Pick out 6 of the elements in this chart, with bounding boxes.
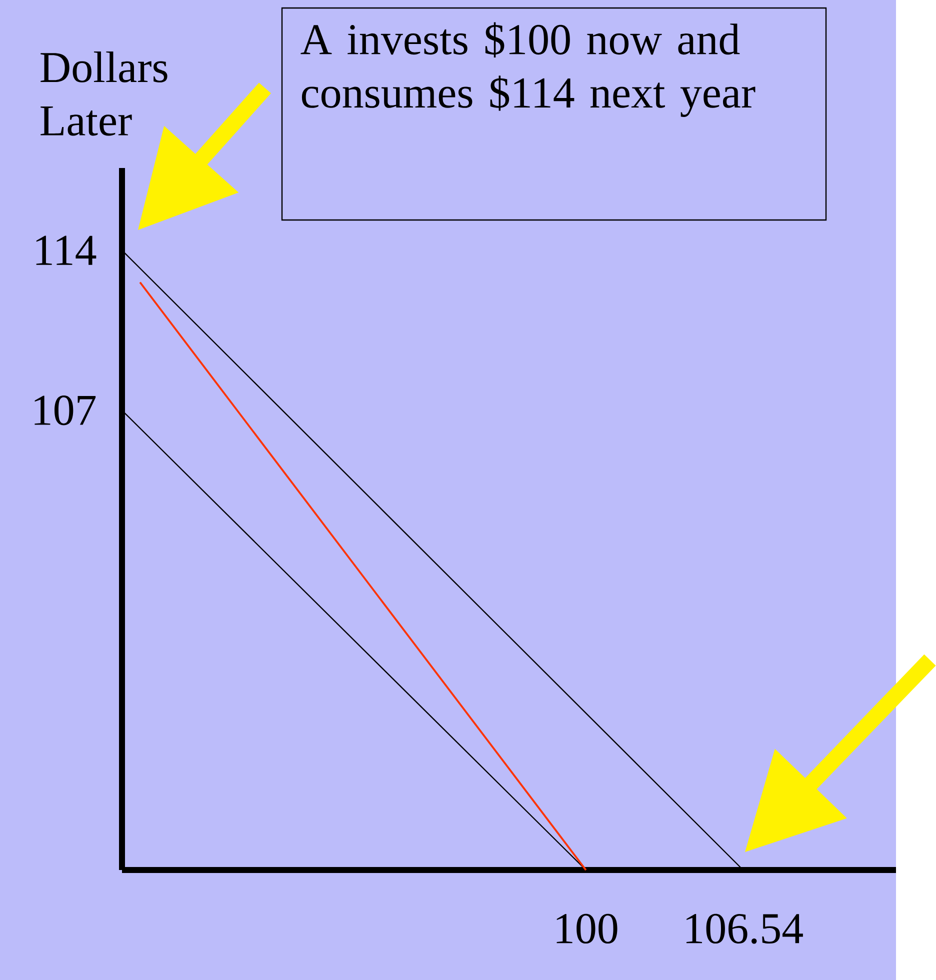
y-axis-title: Dollars Later [40,51,168,136]
x-tick-label: 106.54 [686,914,804,944]
text: A invests $100 now and consumes $114 next year [300,22,756,117]
y-tick-label: 107 [34,396,96,426]
y-tick-label: 114 [36,236,96,265]
x-tick-label: 100 [556,914,618,944]
